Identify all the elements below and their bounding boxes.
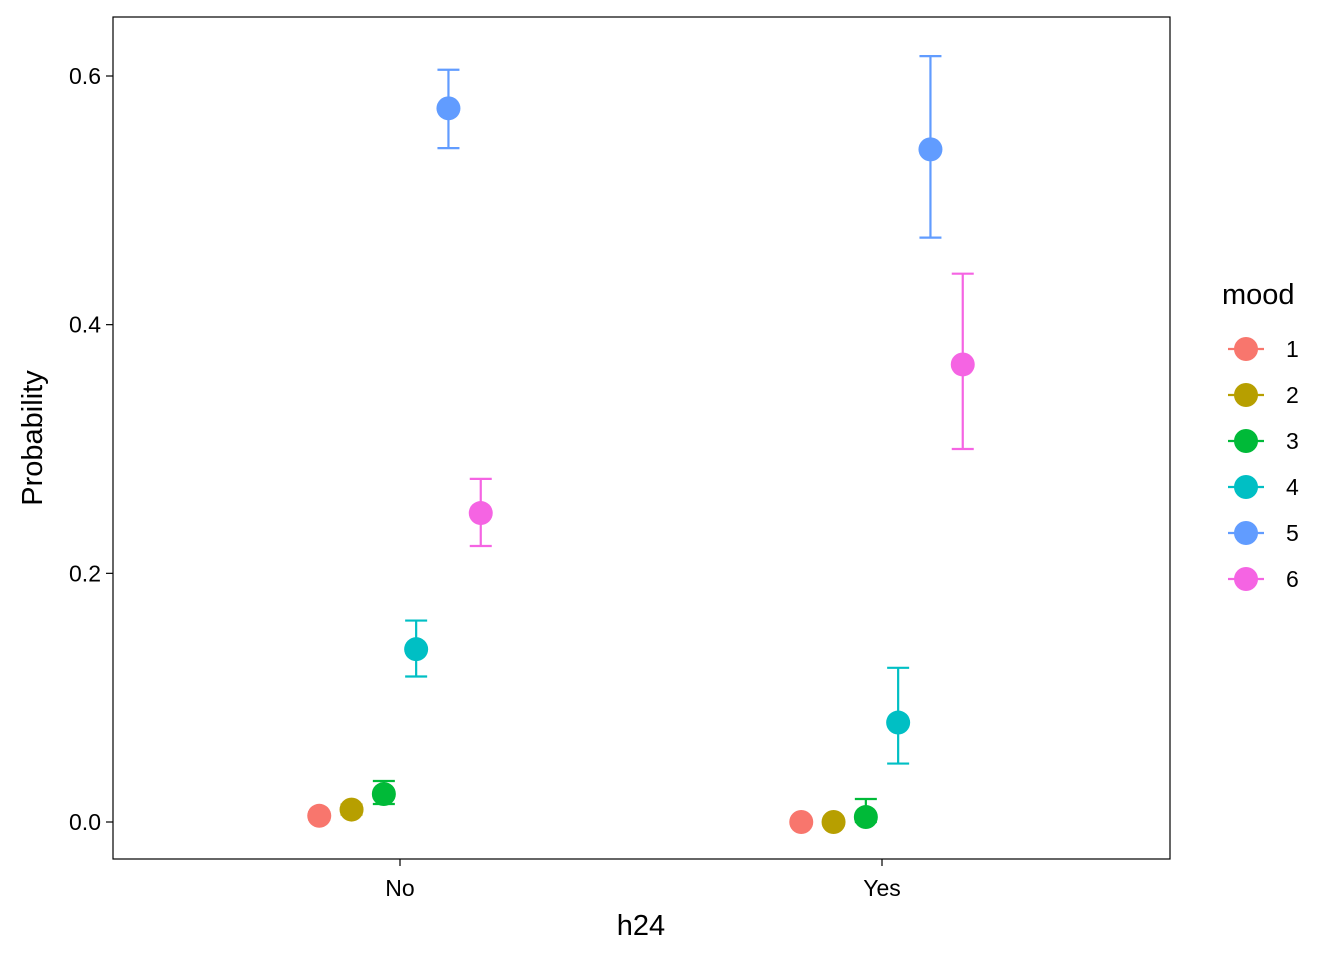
data-point: [821, 810, 846, 834]
legend-label: 3: [1286, 428, 1299, 454]
point-group-mood-1-Yes: [789, 810, 814, 834]
point-group-mood-3-No: [371, 779, 396, 807]
point-group-mood-5-No: [436, 68, 461, 150]
point-group-mood-4-Yes: [886, 666, 911, 765]
legend-item-mood-5: 5: [1228, 520, 1299, 546]
legend-item-mood-1: 1: [1228, 336, 1299, 362]
legend-key-point: [1234, 429, 1258, 453]
legend-label: 5: [1286, 520, 1299, 546]
data-point: [436, 96, 461, 121]
legend-item-mood-4: 4: [1228, 474, 1299, 500]
legend-key-point: [1234, 567, 1258, 591]
x-tick-label: Yes: [863, 875, 901, 901]
legend-label: 1: [1286, 336, 1299, 362]
legend-item-mood-3: 3: [1228, 428, 1299, 454]
legend-key-point: [1234, 475, 1258, 499]
legend: mood 1 2 3 4 5 6: [1222, 279, 1299, 592]
data-point: [789, 810, 814, 834]
data-point: [918, 137, 943, 162]
legend-key-point: [1234, 383, 1258, 407]
point-group-mood-1-No: [307, 803, 332, 828]
legend-item-mood-2: 2: [1228, 382, 1299, 408]
legend-label: 4: [1286, 474, 1299, 500]
plot-panel: [112, 16, 1171, 860]
data-point: [950, 352, 975, 377]
legend-key-point: [1234, 521, 1258, 545]
point-group-mood-6-No: [468, 477, 493, 548]
y-tick-label: 0.2: [69, 560, 101, 586]
data-point: [468, 501, 493, 526]
y-axis-label: Probability: [17, 370, 49, 506]
point-group-mood-5-Yes: [918, 55, 943, 239]
y-axis: 0.0 0.2 0.4 0.6: [69, 63, 113, 835]
data-point: [404, 637, 429, 662]
point-group-mood-4-No: [404, 619, 429, 678]
data-point: [886, 710, 911, 735]
legend-label: 2: [1286, 382, 1299, 408]
x-tick-label: No: [385, 875, 414, 901]
legend-item-mood-6: 6: [1228, 566, 1299, 592]
data-point: [853, 805, 878, 830]
data-point: [371, 782, 396, 807]
point-group-mood-3-Yes: [853, 797, 878, 830]
legend-key-point: [1234, 337, 1258, 361]
point-group-mood-6-Yes: [950, 272, 975, 451]
data-point: [339, 797, 364, 822]
point-group-mood-2-No: [339, 797, 364, 822]
legend-label: 6: [1286, 566, 1299, 592]
x-axis-label: h24: [617, 910, 665, 942]
point-group-mood-2-Yes: [821, 810, 846, 834]
data-point: [307, 803, 332, 828]
data-marks: [307, 55, 975, 834]
legend-title: mood: [1222, 279, 1295, 311]
x-axis: No Yes: [385, 859, 901, 901]
y-tick-label: 0.6: [69, 63, 101, 89]
y-tick-label: 0.0: [69, 809, 101, 835]
y-tick-label: 0.4: [69, 312, 101, 338]
